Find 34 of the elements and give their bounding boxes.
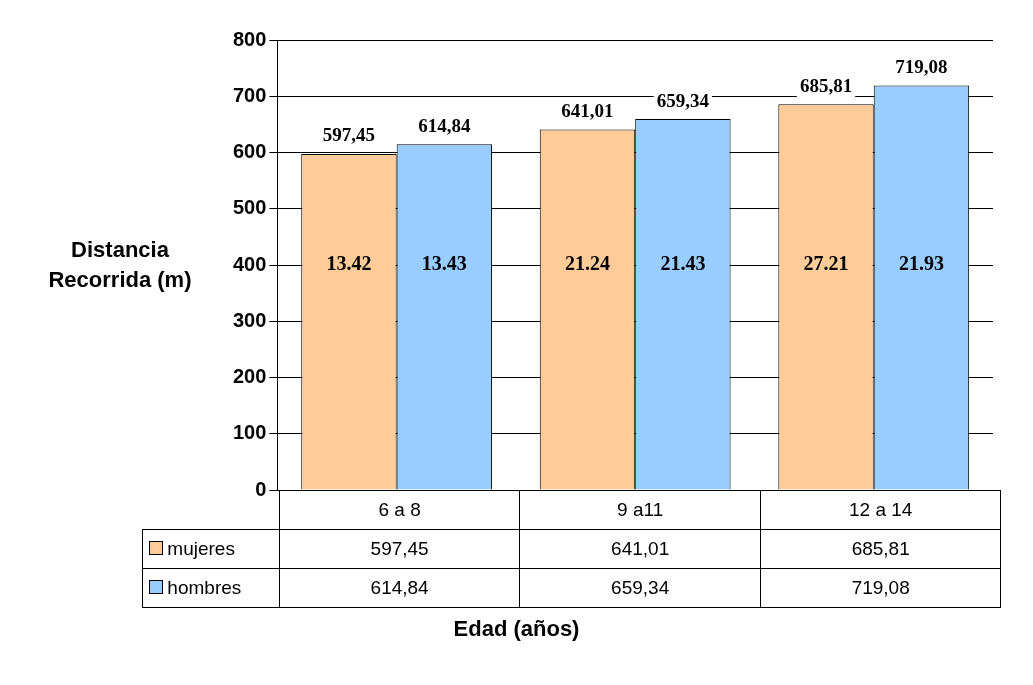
- y-tick-label: 0: [255, 477, 267, 500]
- x-tick-label: 12 a 14: [760, 490, 1001, 530]
- text: 641,01: [561, 99, 614, 121]
- y-tick-label: 200: [232, 365, 267, 388]
- y-axis-title: Distancia Recorrida (m): [47, 236, 193, 294]
- text: 614,84: [418, 114, 471, 136]
- text: 597,45: [322, 124, 376, 146]
- y-tick-label: 800: [232, 27, 267, 50]
- annotation: 21.93: [898, 252, 944, 275]
- annotation: 21.24: [564, 252, 610, 275]
- y-tick-label: 600: [232, 140, 267, 163]
- data-label: 659,34: [519, 568, 761, 608]
- text: 659,34: [656, 89, 710, 111]
- x-axis-title: Edad (años): [452, 616, 581, 642]
- y-tick-label: 700: [232, 83, 267, 106]
- data-label: 641,01: [519, 529, 761, 569]
- x-tick-label: 6 a 8: [279, 490, 520, 530]
- legend-label: hombres: [142, 568, 280, 608]
- annotation: 13.43: [421, 252, 467, 275]
- y-tick-label: 100: [232, 421, 267, 444]
- y-tick-label: 400: [232, 252, 267, 275]
- y-tick-label: 300: [232, 308, 267, 331]
- data-label: 685,81: [760, 529, 1001, 569]
- x-tick-label: 9 a11: [519, 490, 761, 530]
- y-tick-label: 500: [232, 196, 267, 219]
- data-label: 597,45: [279, 529, 520, 569]
- text: 719,08: [895, 55, 948, 77]
- annotation: 21.43: [660, 252, 706, 275]
- annotation: 27.21: [803, 252, 849, 275]
- data-label: 719,08: [760, 568, 1001, 608]
- legend-label: mujeres: [142, 529, 280, 569]
- text: 685,81: [799, 74, 853, 96]
- annotation: 13.42: [326, 252, 372, 275]
- data-label: 614,84: [279, 568, 520, 608]
